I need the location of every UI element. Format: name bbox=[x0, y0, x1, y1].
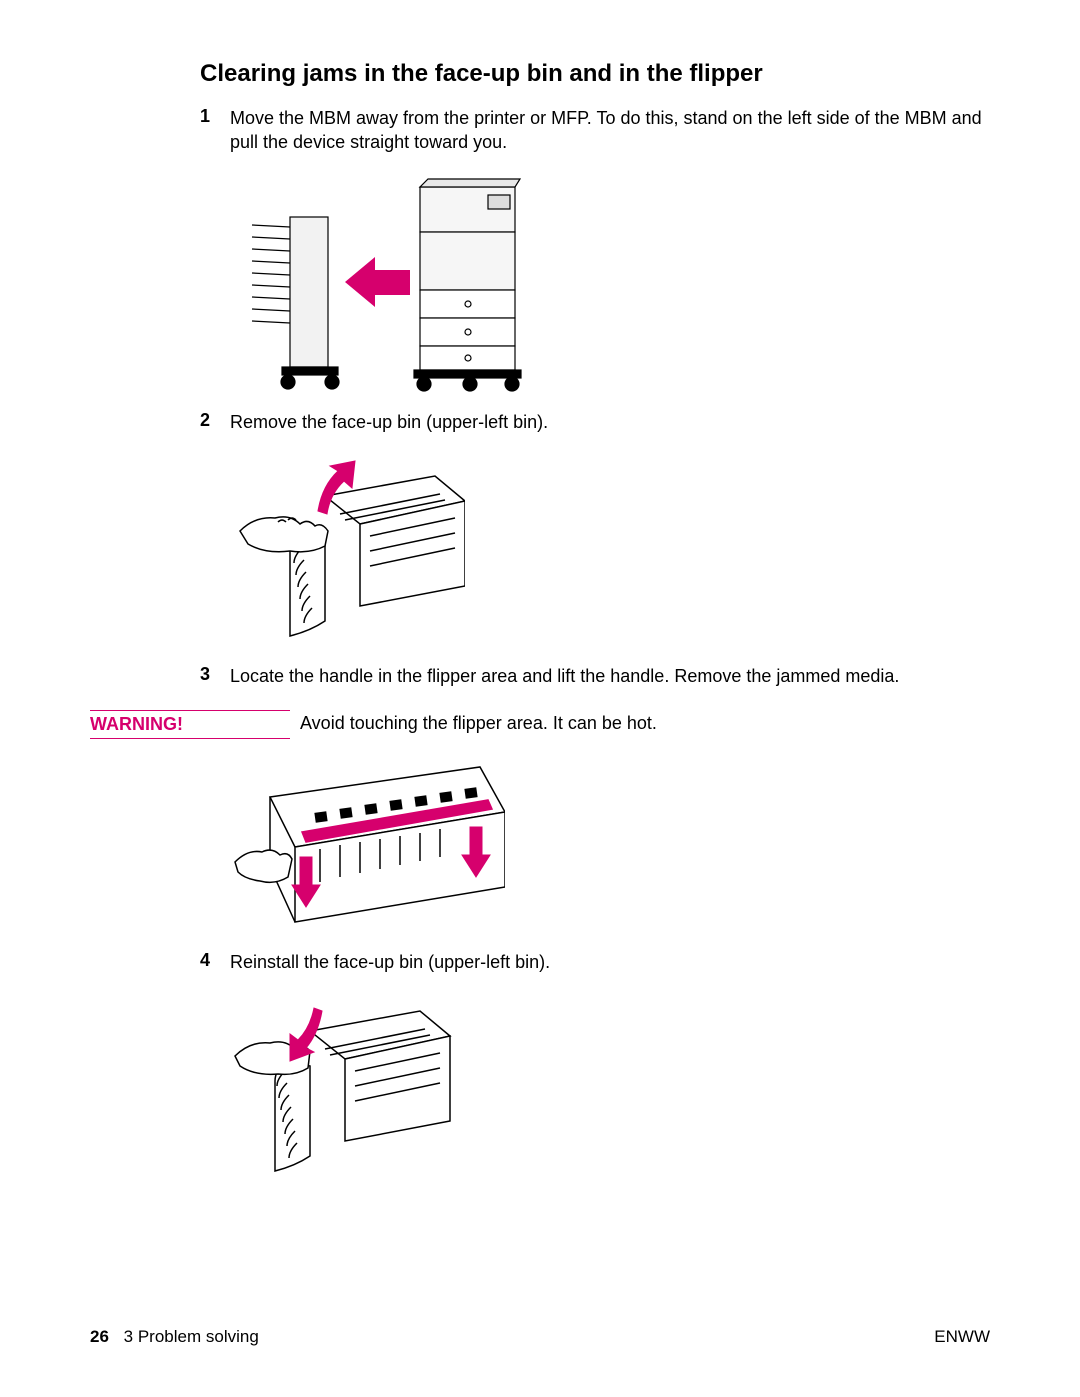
manual-page: Clearing jams in the face-up bin and in … bbox=[0, 0, 1080, 1397]
illustration-1 bbox=[230, 167, 990, 392]
page-number: 26 bbox=[90, 1327, 109, 1346]
step-text: Remove the face-up bin (upper-left bin). bbox=[230, 410, 548, 434]
step-text: Reinstall the face-up bin (upper-left bi… bbox=[230, 950, 550, 974]
move-arrow-icon bbox=[345, 257, 410, 307]
warning-block: WARNING! Avoid touching the flipper area… bbox=[90, 710, 990, 739]
illustration-4 bbox=[230, 986, 990, 1181]
step-text: Move the MBM away from the printer or MF… bbox=[230, 106, 990, 155]
illustration-3 bbox=[230, 757, 990, 932]
page-footer: 26 3 Problem solving ENWW bbox=[90, 1327, 990, 1347]
step-1: 1 Move the MBM away from the printer or … bbox=[200, 106, 990, 155]
warning-label: WARNING! bbox=[90, 710, 290, 739]
footer-right: ENWW bbox=[934, 1327, 990, 1347]
warning-text: Avoid touching the flipper area. It can … bbox=[300, 710, 657, 739]
section-heading: Clearing jams in the face-up bin and in … bbox=[200, 60, 990, 88]
step-text: Locate the handle in the flipper area an… bbox=[230, 664, 899, 688]
step-number: 1 bbox=[200, 106, 230, 155]
illustration-2 bbox=[230, 446, 990, 646]
step-number: 2 bbox=[200, 410, 230, 434]
step-3: 3 Locate the handle in the flipper area … bbox=[200, 664, 990, 688]
chapter-title: 3 Problem solving bbox=[124, 1327, 259, 1346]
footer-left: 26 3 Problem solving bbox=[90, 1327, 259, 1347]
step-number: 4 bbox=[200, 950, 230, 974]
step-4: 4 Reinstall the face-up bin (upper-left … bbox=[200, 950, 990, 974]
step-2: 2 Remove the face-up bin (upper-left bin… bbox=[200, 410, 990, 434]
step-number: 3 bbox=[200, 664, 230, 688]
